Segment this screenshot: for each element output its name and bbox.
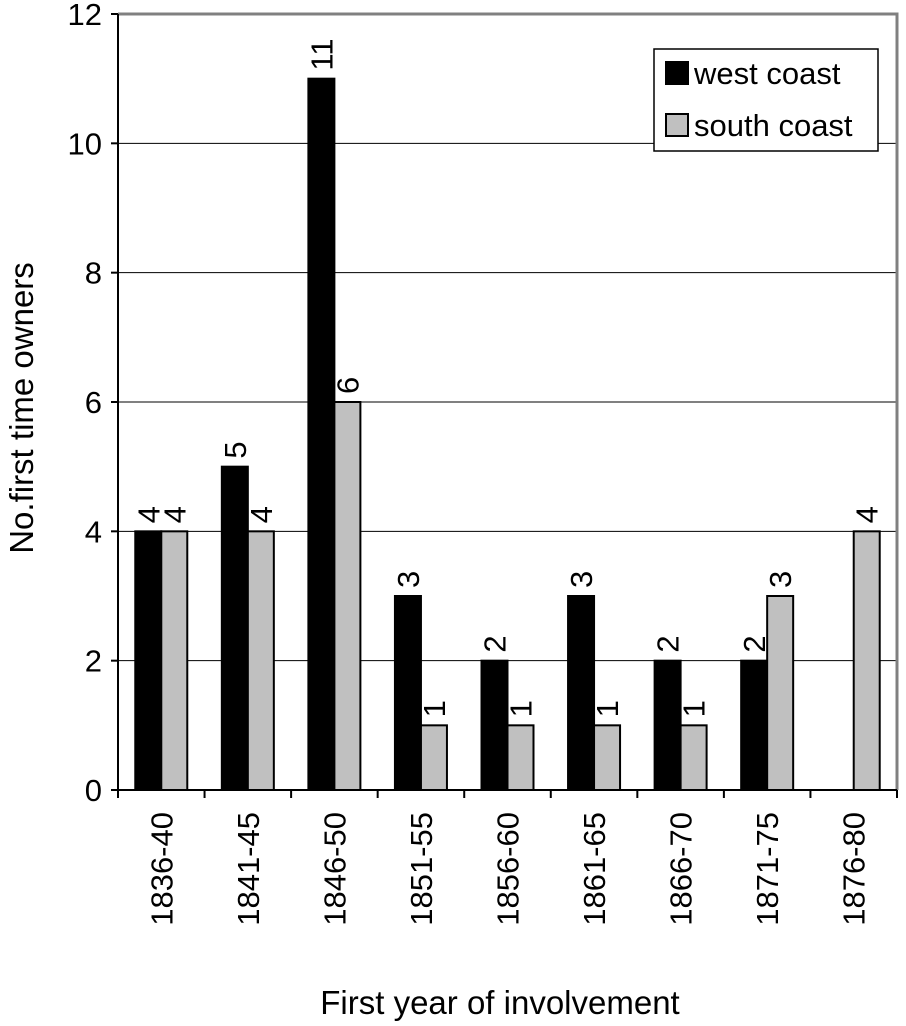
- legend-label: south coast: [694, 108, 853, 143]
- south-coast-bar: [333, 401, 362, 791]
- data-label: 4: [244, 506, 279, 523]
- data-label: 1: [590, 700, 625, 717]
- plot-border: [118, 12, 899, 790]
- south-coast-bar: [246, 530, 275, 791]
- x-axis: 1836-40 1841-45 1846-50 1851-55 1856-60 1861-…: [117, 789, 898, 926]
- south-coast-bar: [766, 595, 795, 791]
- data-label: 3: [391, 571, 426, 588]
- x-tick-label: 1836-40: [144, 812, 179, 926]
- y-axis-title: No.first time owners: [3, 262, 40, 554]
- plot-frame: [118, 12, 899, 790]
- data-label: 4: [850, 506, 885, 523]
- x-tick-label: 1851-55: [404, 812, 439, 926]
- south-coast-bar: [419, 724, 448, 791]
- y-tick-label: 4: [85, 514, 102, 549]
- y-tick-label: 10: [68, 126, 102, 161]
- data-label: 3: [564, 571, 599, 588]
- legend-label: west coast: [693, 56, 841, 91]
- data-label: 5: [218, 441, 253, 458]
- y-tick-label: 8: [85, 256, 102, 291]
- legend-box: [653, 48, 879, 152]
- legend-swatch: [665, 113, 689, 137]
- west-coast-bar: [653, 659, 682, 792]
- x-tick-label: 1871-75: [750, 812, 785, 926]
- data-label: 1: [504, 700, 539, 717]
- y-tick-label: 6: [85, 385, 102, 420]
- west-coast-bar: [740, 659, 769, 792]
- west-coast-bar: [134, 530, 163, 791]
- legend-swatch: [665, 61, 689, 85]
- data-label: 2: [478, 635, 513, 652]
- west-coast-bar: [567, 595, 596, 791]
- x-tick-label: 1846-50: [317, 812, 352, 926]
- data-label: 3: [763, 571, 798, 588]
- west-coast-bar: [393, 595, 422, 791]
- south-coast-bar: [160, 530, 189, 791]
- west-coast-bar: [307, 77, 336, 791]
- west-coast-bar: [480, 659, 509, 792]
- data-label: 4: [131, 506, 166, 523]
- data-label: 1: [417, 700, 452, 717]
- x-tick-label: 1841-45: [231, 812, 266, 926]
- south-coast-bar: [593, 724, 622, 791]
- bars: [134, 77, 881, 792]
- y-tick-label: 12: [68, 0, 102, 32]
- x-tick-label: 1861-65: [577, 812, 612, 926]
- south-coast-bar: [679, 724, 708, 791]
- data-label: 1: [677, 700, 712, 717]
- x-tick-label: 1856-60: [491, 812, 526, 926]
- data-label: 2: [651, 635, 686, 652]
- legend: west coast south coast: [653, 48, 879, 152]
- x-axis-title: First year of involvement: [320, 984, 679, 1021]
- data-label: 2: [737, 635, 772, 652]
- y-axis: 0 2 4 6 8 10 12: [68, 0, 119, 808]
- south-coast-bar: [852, 530, 881, 791]
- south-coast-bar: [506, 724, 535, 791]
- y-tick-label: 2: [85, 644, 102, 679]
- x-tick-label: 1866-70: [664, 812, 699, 926]
- y-tick-label: 0: [85, 773, 102, 808]
- x-tick-label: 1876-80: [837, 812, 872, 926]
- data-label: 11: [304, 38, 339, 70]
- data-label: 4: [157, 506, 192, 523]
- data-label: 6: [330, 377, 365, 394]
